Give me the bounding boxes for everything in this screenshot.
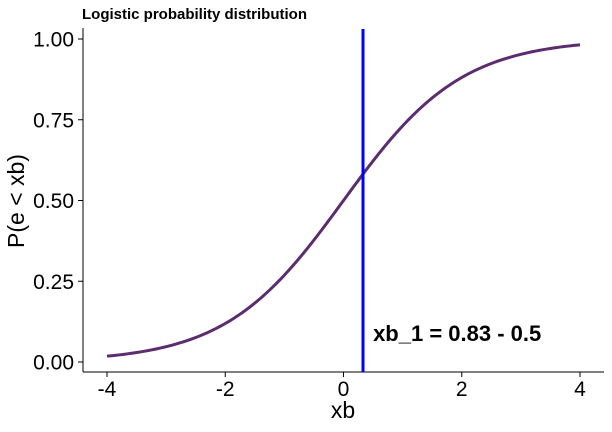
annotation-text: xb_1 = 0.83 - 0.5 xyxy=(373,321,541,346)
x-axis: -4 -2 0 2 4 xyxy=(98,372,586,401)
y-tick-label: 0.25 xyxy=(33,271,74,294)
y-tick-label: 1.00 xyxy=(33,29,74,52)
y-tick-label: 0.75 xyxy=(33,109,74,132)
y-tick-label: 0.00 xyxy=(33,352,74,375)
y-axis-label: P(e < xb) xyxy=(3,154,29,248)
x-axis-label: xb xyxy=(331,397,355,423)
chart-title: Logistic probability distribution xyxy=(82,6,307,23)
x-tick-label: 4 xyxy=(574,378,586,401)
y-tick-label: 0.50 xyxy=(33,190,74,213)
y-axis: 0.00 0.25 0.50 0.75 1.00 xyxy=(33,29,83,375)
x-tick-label: 0 xyxy=(338,378,350,401)
x-tick-label: 2 xyxy=(456,378,468,401)
x-tick-label: -4 xyxy=(98,378,117,401)
logistic-curve xyxy=(106,43,581,358)
x-tick-label: -2 xyxy=(216,378,235,401)
plot-area xyxy=(106,29,581,372)
